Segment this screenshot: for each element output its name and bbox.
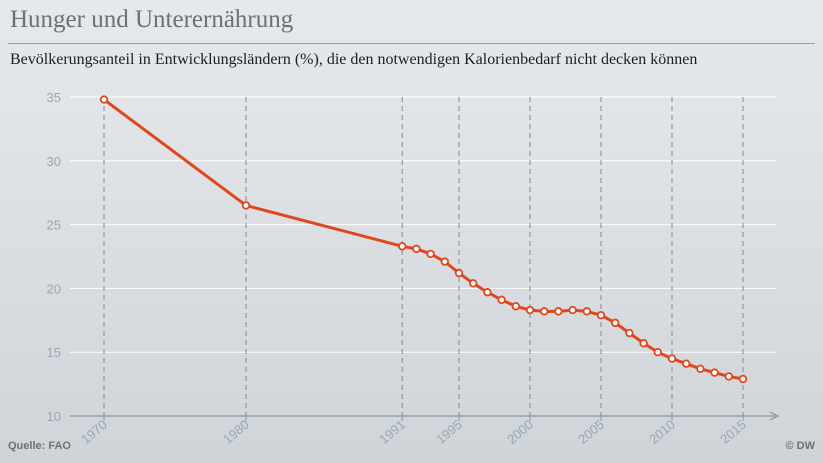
data-point: [738, 374, 748, 384]
x-axis-arrow: [769, 411, 780, 421]
y-tick-label: 10: [47, 409, 61, 424]
gridlines: [70, 96, 776, 353]
data-point: [440, 257, 449, 266]
data-point: [454, 268, 464, 278]
y-tick-label: 20: [47, 281, 61, 296]
series-line: [103, 98, 744, 381]
title-divider: [8, 43, 815, 44]
data-point: [483, 288, 492, 297]
data-point: [582, 307, 591, 316]
x-tick-label: 2000: [504, 417, 536, 447]
x-tick-label: 1995: [433, 417, 465, 447]
data-point: [241, 201, 251, 210]
x-tick-label: 1970: [78, 417, 110, 447]
source-note: Quelle: FAO: [8, 440, 71, 452]
data-point: [568, 305, 577, 315]
data-point: [682, 359, 691, 368]
tick-labels: 10 15 20 25 30 35 1970 1980 1991 1995 2000 2005 2010…: [47, 90, 749, 447]
data-point: [710, 368, 719, 377]
data-point: [611, 318, 620, 328]
y-tick-label: 15: [47, 345, 61, 360]
x-tick-label: 2015: [717, 417, 749, 447]
axes: [70, 411, 780, 421]
x-tick-label: 1980: [220, 417, 252, 447]
credit-note: © DW: [785, 440, 816, 452]
data-point: [554, 307, 563, 316]
x-tick-label: 2005: [575, 417, 607, 447]
y-tick-label: 30: [47, 154, 61, 169]
year-markers: [103, 97, 744, 416]
x-tick-label: 2010: [646, 417, 678, 447]
data-point: [412, 244, 421, 254]
y-tick-label: 35: [47, 90, 61, 105]
chart-title: Hunger und Unterernährung: [10, 6, 294, 33]
data-point: [625, 328, 634, 338]
series-line-group: [99, 95, 748, 384]
data-point: [426, 249, 435, 259]
data-point: [511, 302, 520, 311]
data-point: [696, 364, 705, 373]
y-tick-label: 25: [47, 218, 61, 233]
data-point: [653, 348, 662, 357]
data-point: [639, 339, 648, 348]
x-tick-label: 1991: [376, 417, 408, 447]
data-point: [469, 279, 478, 288]
data-point: [596, 310, 606, 320]
data-point: [398, 242, 407, 251]
data-point: [525, 305, 535, 315]
data-point: [724, 372, 733, 381]
data-point: [667, 354, 677, 363]
chart-subtitle: Bevölkerungsanteil in Entwicklungsländer…: [10, 51, 698, 68]
data-point: [497, 295, 506, 305]
data-point: [540, 307, 549, 316]
data-point: [99, 95, 109, 104]
